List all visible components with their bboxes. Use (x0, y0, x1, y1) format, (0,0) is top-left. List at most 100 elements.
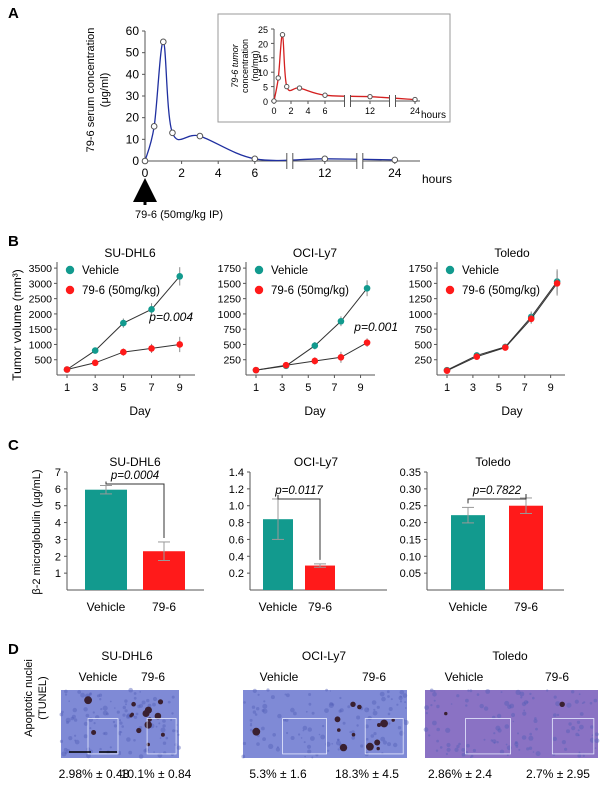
micrograph-texture (311, 711, 315, 715)
tunel-positive-nucleus (350, 701, 356, 707)
b2m3-category-label: 79-6 (514, 600, 538, 614)
micrograph-texture (71, 714, 76, 719)
tunel-positive-nucleus (337, 728, 341, 732)
b2m1-p-value: p=0.0004 (110, 470, 159, 482)
growth3-title: Toledo (494, 246, 530, 260)
serum-y-tick-label: 20 (126, 111, 140, 125)
growth2-point (311, 357, 319, 365)
micrograph-texture (497, 728, 502, 733)
micrograph-texture (293, 711, 297, 716)
micrograph-texture (534, 717, 537, 720)
growth1-legend-label: 79-6 (50mg/kg) (82, 285, 160, 297)
b2m2-y-tick-label: 0.2 (229, 568, 244, 580)
micrograph-texture (520, 696, 523, 699)
growth2-series-line (255, 342, 368, 371)
inset-x-tick-label: 0 (271, 106, 276, 116)
micrograph-texture (589, 701, 593, 705)
micrograph-texture (388, 707, 393, 711)
micrograph-texture (138, 754, 144, 759)
growth1-y-tick-label: 3000 (29, 278, 53, 290)
micrograph-texture (577, 729, 580, 732)
micrograph-texture (141, 700, 146, 705)
dose-arrow-label: 79-6 (50mg/kg IP) (135, 209, 223, 221)
growth3-point (501, 344, 509, 351)
micrograph-texture (282, 718, 286, 722)
growth2-series-line (255, 287, 368, 371)
micrograph-texture (85, 713, 90, 718)
micrograph-texture (590, 725, 594, 729)
micrograph-texture (133, 696, 137, 700)
serum-y-tick-label: 40 (126, 67, 140, 81)
growth1-series-line (66, 343, 180, 370)
inset-axis-break-gap (344, 95, 351, 107)
tunel-positive-nucleus (444, 711, 448, 716)
micrograph-texture (436, 739, 439, 743)
micrograph-texture (277, 713, 282, 719)
micrograph-texture (470, 754, 474, 758)
growth1-point (148, 306, 155, 313)
micrograph-texture (325, 688, 328, 692)
micrograph-texture (514, 742, 519, 747)
micrograph-texture (446, 747, 451, 752)
micrograph-texture (535, 751, 541, 757)
micrograph-texture (458, 742, 461, 746)
b2m3-y-tick-label: 0.10 (400, 551, 421, 563)
micrograph-texture (133, 715, 138, 719)
micrograph-texture (284, 693, 287, 696)
micrograph-texture (249, 728, 253, 732)
micrograph-texture (388, 722, 391, 725)
micrograph-texture (445, 752, 448, 756)
inset-point (367, 93, 373, 100)
inset-frame (217, 13, 451, 123)
micrograph-texture (492, 739, 497, 744)
micrograph-texture (263, 700, 266, 703)
tunel-positive-nucleus (84, 696, 92, 705)
micrograph-texture (532, 696, 535, 700)
micrograph-texture (553, 713, 557, 717)
micrograph-texture (126, 737, 131, 742)
micrograph-texture (514, 741, 518, 744)
growth3-point (527, 315, 535, 323)
micrograph-texture (594, 747, 597, 749)
growth2-legend-marker (254, 285, 264, 295)
micrograph-texture (399, 700, 403, 703)
micrograph-texture (152, 702, 156, 707)
micrograph-texture (153, 751, 155, 753)
b2m1-y-tick-label: 6 (55, 484, 61, 496)
micrograph-texture (113, 724, 117, 728)
micrograph-texture (249, 718, 253, 722)
micrograph-texture (268, 743, 274, 750)
growth3-point (443, 367, 451, 375)
micrograph-texture (59, 712, 64, 717)
micrograph-texture (252, 688, 257, 694)
micrograph-texture (304, 755, 306, 758)
serum-point (251, 155, 259, 163)
growth3-legend-marker (445, 265, 455, 275)
b2m3-y-tick-label: 0.15 (400, 534, 421, 546)
micrograph-texture (100, 708, 103, 711)
b2m1-y-tick-label: 7 (55, 467, 61, 479)
inset-xlabel: hours (421, 110, 446, 121)
micrograph-texture (155, 725, 158, 728)
serum-x-tick-label: 12 (318, 166, 332, 180)
b2m1-y-tick-label: 4 (55, 518, 61, 530)
micrograph-texture (120, 731, 123, 734)
micrograph-texture (512, 720, 515, 723)
micrograph-texture (493, 732, 496, 735)
inset-y-tick-label: 0 (263, 97, 268, 107)
tunel-positive-nucleus (252, 727, 261, 736)
micrograph-texture (162, 719, 166, 723)
micrograph-texture (577, 734, 580, 737)
panel-letter-b: B (8, 233, 19, 250)
b2m2-y-tick-label: 0.6 (229, 534, 244, 546)
micrograph-texture (347, 705, 351, 709)
micrograph-texture (496, 741, 499, 744)
tunel-positive-nucleus (136, 727, 142, 734)
micrograph-texture (337, 748, 340, 751)
serum-y-tick-label: 60 (126, 24, 140, 38)
b2m1-y-tick-label: 2 (55, 551, 61, 563)
micrograph-texture (284, 718, 289, 722)
micrograph-texture (89, 727, 92, 730)
micrograph-texture (286, 731, 289, 735)
